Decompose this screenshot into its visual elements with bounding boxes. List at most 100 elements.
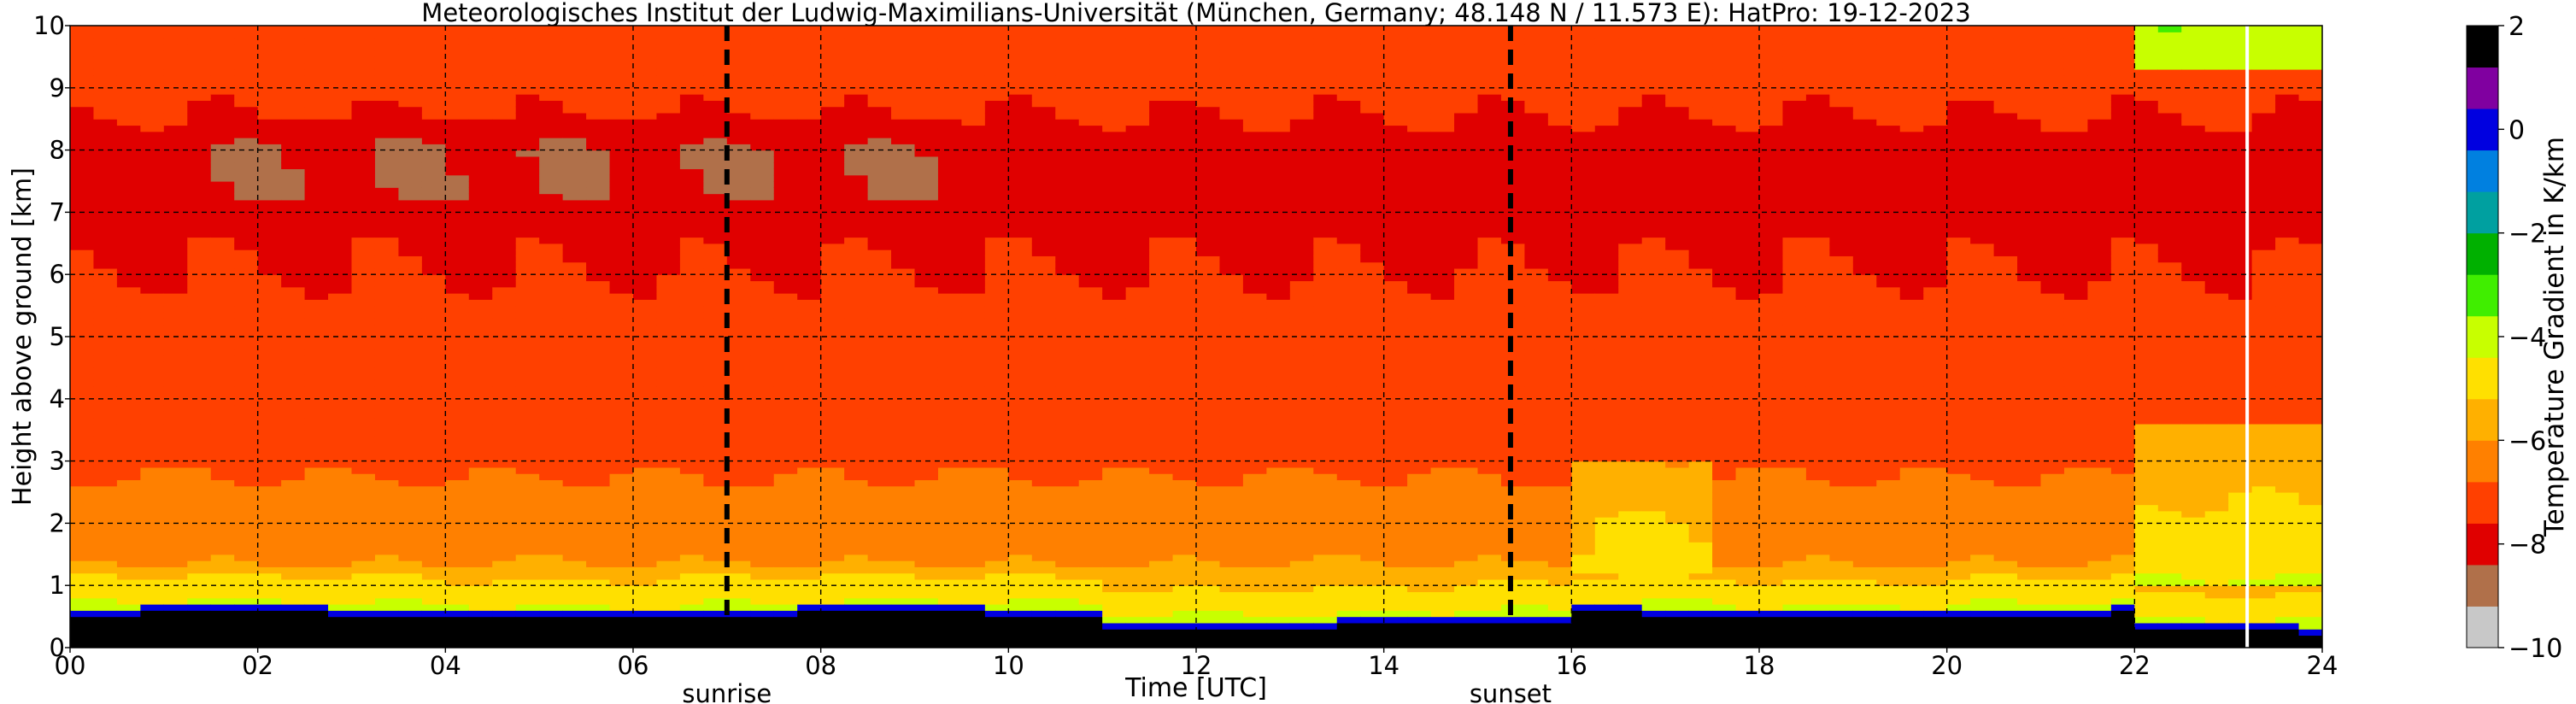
heatmap-cell (187, 299, 212, 307)
heatmap-cell (93, 417, 118, 425)
heatmap-cell (140, 604, 165, 611)
heatmap-cell (586, 436, 611, 443)
heatmap-cell (726, 473, 751, 481)
heatmap-cell (210, 144, 235, 151)
heatmap-cell (210, 504, 235, 512)
heatmap-cell (679, 361, 704, 368)
heatmap-cell (281, 38, 306, 45)
heatmap-cell (374, 100, 400, 108)
heatmap-cell (726, 62, 751, 70)
heatmap-cell (1008, 585, 1033, 593)
heatmap-cell (210, 597, 235, 605)
heatmap-cell (515, 206, 540, 213)
heatmap-cell (140, 150, 165, 157)
heatmap-cell (140, 504, 165, 512)
heatmap-cell (492, 572, 517, 580)
heatmap-cell (1008, 112, 1033, 120)
heatmap-cell (891, 635, 916, 642)
heatmap-cell (1031, 572, 1056, 580)
heatmap-cell (562, 641, 587, 648)
heatmap-cell (914, 449, 939, 455)
heatmap-cell (609, 405, 634, 412)
heatmap-cell (961, 367, 986, 375)
heatmap-cell (867, 26, 892, 32)
heatmap-cell (679, 106, 704, 114)
heatmap-cell (914, 455, 939, 462)
heatmap-cell (1102, 430, 1127, 437)
heatmap-cell (163, 150, 188, 157)
heatmap-cell (304, 168, 329, 176)
heatmap-cell (1149, 181, 1174, 188)
heatmap-cell (234, 461, 259, 468)
heatmap-cell (328, 566, 353, 574)
heatmap-cell (820, 585, 845, 593)
heatmap-cell (609, 461, 634, 468)
heatmap-cell (445, 510, 470, 518)
heatmap-cell (914, 174, 939, 182)
heatmap-cell (609, 261, 634, 269)
heatmap-cell (867, 286, 892, 294)
heatmap-cell (961, 604, 986, 611)
heatmap-cell (304, 112, 329, 120)
heatmap-cell (1078, 330, 1103, 337)
heatmap-cell (773, 218, 798, 226)
heatmap-cell (1219, 566, 1244, 574)
heatmap-cell (1055, 504, 1080, 512)
heatmap-cell (1172, 131, 1197, 138)
heatmap-cell (328, 423, 353, 431)
heatmap-cell (351, 604, 376, 611)
heatmap-cell (1149, 56, 1174, 64)
heatmap-cell (679, 243, 704, 250)
heatmap-cell (1055, 578, 1080, 586)
heatmap-cell (961, 131, 986, 138)
heatmap-cell (116, 373, 141, 381)
heatmap-cell (1102, 578, 1127, 586)
heatmap-cell (187, 373, 212, 381)
heatmap-cell (515, 81, 540, 89)
heatmap-cell (750, 379, 775, 387)
heatmap-cell (257, 597, 282, 605)
heatmap-cell (984, 56, 1009, 64)
heatmap-cell (609, 449, 634, 455)
heatmap-cell (116, 237, 141, 244)
heatmap-cell (609, 144, 634, 151)
heatmap-cell (515, 485, 540, 493)
heatmap-cell (210, 355, 235, 362)
heatmap-cell (797, 75, 822, 83)
heatmap-cell (1219, 560, 1244, 567)
heatmap-cell (187, 44, 212, 51)
heatmap-cell (867, 231, 892, 238)
heatmap-cell (773, 641, 798, 648)
heatmap-cell (93, 386, 118, 394)
heatmap-cell (961, 193, 986, 201)
heatmap-cell (210, 286, 235, 294)
heatmap-cell (1031, 168, 1056, 176)
heatmap-cell (633, 106, 658, 114)
heatmap-cell (1196, 100, 1221, 108)
heatmap-cell (679, 566, 704, 574)
heatmap-cell (703, 155, 728, 163)
heatmap-cell (374, 455, 400, 462)
heatmap-cell (961, 286, 986, 294)
heatmap-cell (844, 87, 869, 95)
heatmap-cell (492, 373, 517, 381)
heatmap-cell (797, 243, 822, 250)
heatmap-cell (773, 174, 798, 182)
heatmap-cell (163, 379, 188, 387)
heatmap-cell (116, 355, 141, 362)
heatmap-cell (1102, 267, 1127, 275)
heatmap-cell (1172, 367, 1197, 375)
heatmap-cell (257, 430, 282, 437)
heatmap-cell (1055, 50, 1080, 57)
heatmap-cell (492, 106, 517, 114)
heatmap-cell (163, 597, 188, 605)
heatmap-cell (140, 231, 165, 238)
heatmap-cell (445, 479, 470, 487)
heatmap-cell (633, 243, 658, 250)
heatmap-cell (1102, 50, 1127, 57)
heatmap-cell (1149, 138, 1174, 144)
heatmap-cell (492, 417, 517, 425)
heatmap-cell (515, 405, 540, 412)
heatmap-cell (797, 392, 822, 400)
heatmap-cell (70, 337, 95, 343)
